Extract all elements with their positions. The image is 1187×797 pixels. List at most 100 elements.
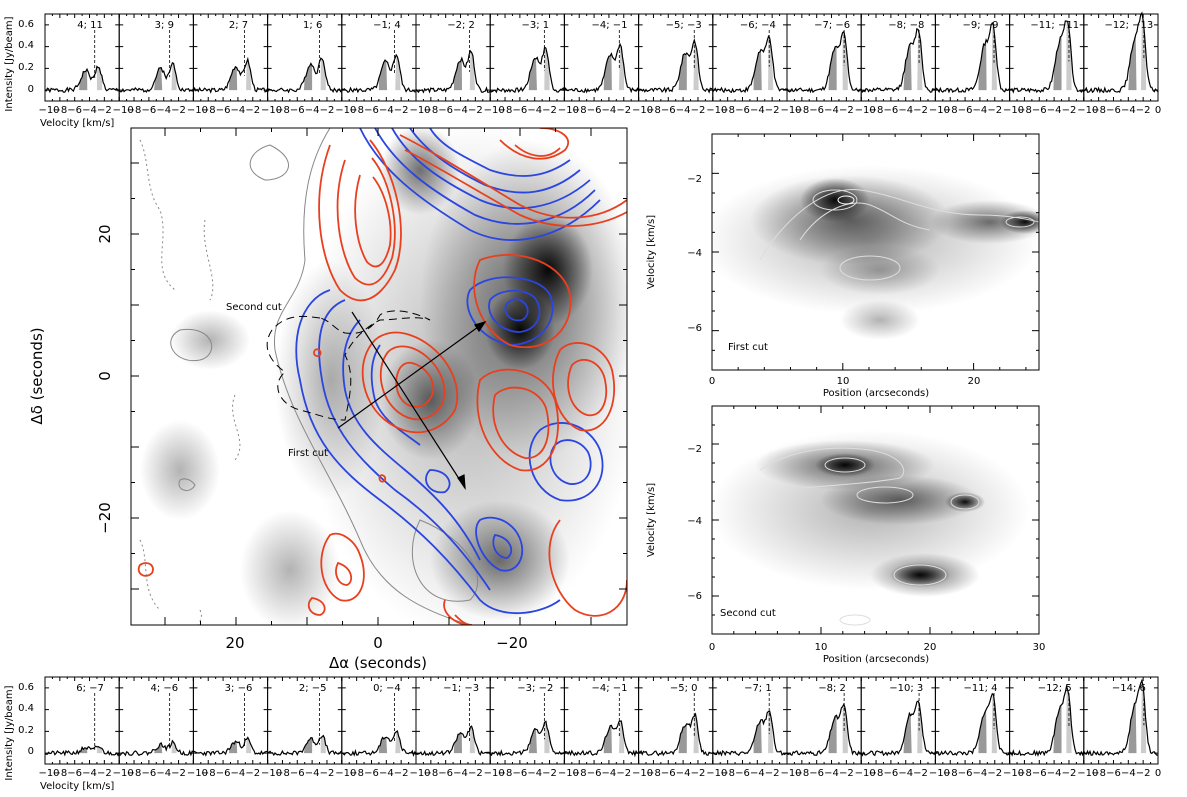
- spectrum-panel: 3; −6 −10−8 −6 −4 −2: [187, 676, 269, 779]
- xtick-label: −2: [1062, 768, 1077, 779]
- spectrum-offset-label: 0; −4: [373, 683, 401, 694]
- pv-diagram-second-cut: Second cut 0 10 20 30 Position (arcsecon…: [646, 405, 1045, 665]
- spectrum-line: [45, 745, 120, 757]
- xtick-label: −10: [780, 105, 801, 116]
- xtick-label: −6: [661, 768, 676, 779]
- xtick-label: −8: [201, 768, 216, 779]
- pv1-xtick-label: 0: [709, 376, 715, 387]
- spectrum-offset-label: −3; −2: [517, 683, 553, 694]
- xtick-label: −4: [824, 768, 839, 779]
- xtick-label: −6: [513, 768, 528, 779]
- spectrum-line: [341, 729, 417, 757]
- gray-contours: [170, 128, 479, 625]
- xtick-label: −4: [527, 105, 542, 116]
- spectra-row-top: Intensity [Jy/beam] Velocity [km/s] 0 0.…: [4, 11, 1161, 129]
- xtick-label: −6: [513, 105, 528, 116]
- xtick-label: −4: [379, 105, 394, 116]
- xtick-label: −10: [1003, 105, 1024, 116]
- spectrum-line: [1009, 20, 1085, 94]
- spectra-top-ylabel: Intensity [Jy/beam]: [4, 16, 15, 111]
- xtick-label: −8: [498, 105, 513, 116]
- spectrum-offset-label: 3; 9: [155, 20, 174, 31]
- xtick-label: −2: [171, 105, 186, 116]
- spectrum-panel: −4; −1 −10−8 −6 −4 −2: [558, 13, 640, 116]
- xtick-label: −10: [409, 105, 430, 116]
- xtick-label: −4: [453, 768, 468, 779]
- xtick-label: −4: [1047, 768, 1062, 779]
- xtick-label: −8: [52, 768, 67, 779]
- spectrum-panel: −14; 6 −10−8 −6 −4 −2 0: [1077, 676, 1161, 779]
- xtick-label: −4: [156, 105, 171, 116]
- xtick-label: −8: [423, 105, 438, 116]
- spectra-bottom-xlabel: Velocity [km/s]: [40, 781, 114, 792]
- pv1-ytick-label: −4: [687, 248, 702, 259]
- spectrum-panel: −7; 1 −10−8 −6 −4 −2: [706, 676, 788, 779]
- xtick-label: −10: [558, 768, 579, 779]
- spectrum-line: [638, 38, 714, 94]
- xtick-label: −4: [1121, 768, 1136, 779]
- spectrum-panel: −8; 2 −10−8 −6 −4 −2: [780, 676, 862, 779]
- xtick-label: −6: [735, 105, 750, 116]
- ytick-label: 0: [28, 746, 34, 757]
- xtick-label: −10: [335, 768, 356, 779]
- spectrum-line: [489, 720, 565, 757]
- spectrum-panel: −10; 3 −10−8 −6 −4 −2: [855, 676, 936, 779]
- ytick-label: 0.2: [18, 725, 34, 736]
- pv1-ytick-label: −2: [687, 174, 702, 185]
- xtick-label: −8: [275, 105, 290, 116]
- ytick-label: 0: [28, 84, 34, 95]
- xtick-label: −4: [973, 105, 988, 116]
- map-second-cut-label: Second cut: [226, 302, 282, 313]
- xtick-label: −8: [794, 105, 809, 116]
- xtick-label: −4: [231, 768, 246, 779]
- spectrum-offset-label: −6; −4: [740, 20, 776, 31]
- xtick-label: −2: [913, 768, 928, 779]
- xtick-label: −6: [216, 105, 231, 116]
- spectrum-panel: −6; −4 −10−8 −6 −4 −2: [706, 13, 788, 116]
- xtick-label: −2: [1136, 105, 1151, 116]
- xtick-label: −6: [587, 105, 602, 116]
- spectrum-line: [1083, 11, 1159, 94]
- xtick-label: −2: [468, 768, 483, 779]
- spectrum-line: [119, 739, 194, 757]
- spectrum-offset-label: 2; 7: [229, 20, 248, 31]
- xtick-label: −8: [720, 768, 735, 779]
- map-ylabel: Δδ (seconds): [28, 327, 46, 424]
- xtick-label: −8: [349, 768, 364, 779]
- spectrum-offset-label: 4; −6: [150, 683, 178, 694]
- spectrum-offset-label: 2; −5: [299, 683, 327, 694]
- spectrum-line: [638, 712, 713, 757]
- pv1-xlabel: Position (arcseconds): [823, 388, 929, 399]
- spectrum-panel: 6; −7 −10−8 −6 −4 −2: [38, 676, 120, 779]
- pv2-ytick-label: −4: [687, 516, 702, 527]
- map-xtick-label: 0: [373, 634, 383, 652]
- xtick-label: −8: [349, 105, 364, 116]
- xtick-label: −10: [929, 105, 950, 116]
- xtick-label: −2: [394, 768, 409, 779]
- channel-map: Second cut First cut 20 0 −20 20 0 −20 Δ…: [28, 127, 628, 672]
- spectrum-line: [563, 42, 640, 94]
- xtick-label: −6: [735, 768, 750, 779]
- spectrum-offset-label: −4; −1: [591, 20, 627, 31]
- xtick-label: −8: [498, 768, 513, 779]
- xtick-label: −2: [320, 105, 335, 116]
- xtick-label: −4: [1121, 105, 1136, 116]
- spectrum-panel: −7; −6 −10−8 −6 −4 −2: [780, 13, 862, 116]
- xtick-label: −2: [1136, 768, 1151, 779]
- spectrum-offset-label: 3; −6: [225, 683, 253, 694]
- xtick-label: −4: [379, 768, 394, 779]
- spectrum-offset-label: 6; −7: [76, 683, 104, 694]
- pv2-xtick-label: 20: [924, 642, 937, 653]
- xtick-label: −4: [750, 105, 765, 116]
- xtick-label: −4: [156, 768, 171, 779]
- spectrum-panel: −12; −13 −10−8 −6 −4 −2 0: [1077, 11, 1161, 116]
- spectrum-offset-label: −10; 3: [889, 683, 923, 694]
- map-xtick-label: −20: [496, 634, 528, 652]
- xtick-label: −4: [1047, 105, 1062, 116]
- spectrum-line: [712, 710, 788, 757]
- spectrum-offset-label: −12; −13: [1105, 20, 1154, 31]
- pv2-greyscale: [712, 430, 1030, 626]
- xtick-label: −2: [171, 768, 186, 779]
- spectrum-panel: −3; −2 −10−8 −6 −4 −2: [484, 676, 565, 779]
